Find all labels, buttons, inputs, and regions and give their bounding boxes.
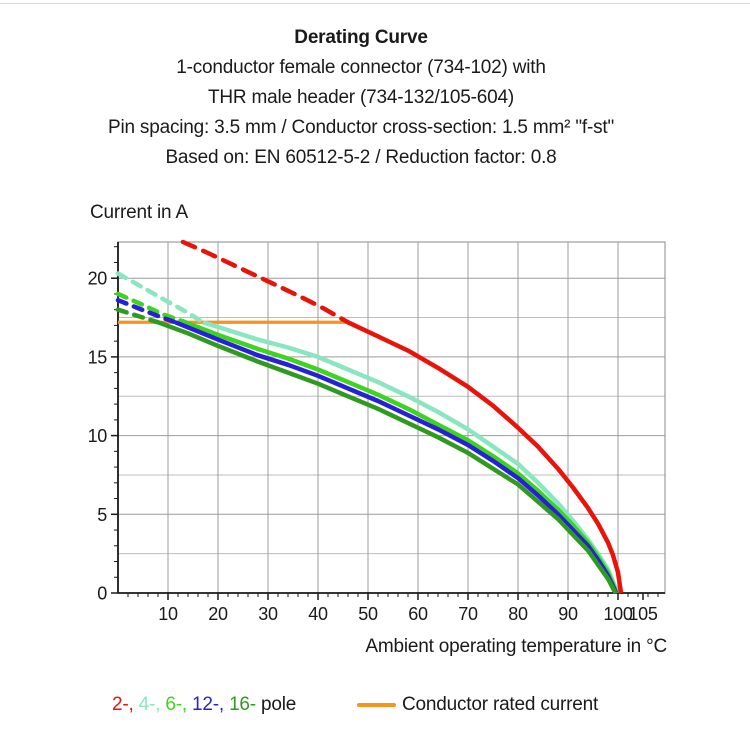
curve-16-pole xyxy=(115,307,618,595)
legend-pole-suffix: pole xyxy=(255,694,297,715)
chart-title: Derating Curve xyxy=(294,27,428,48)
y-axis-title: Current in A xyxy=(90,202,188,223)
y-tick-label: 15 xyxy=(88,347,108,367)
x-tick-label: 80 xyxy=(508,604,528,624)
legend-pole-16: 16- xyxy=(229,694,256,715)
y-tick-labels: 0 5 10 15 20 xyxy=(88,269,108,604)
rated-current-legend-label: Conductor rated current xyxy=(402,694,599,715)
x-tick-label: 20 xyxy=(208,604,228,624)
y-tick-label: 10 xyxy=(88,426,108,446)
chart-subtitle-line-2: THR male header (734-132/105-604) xyxy=(207,87,515,108)
y-tick-label: 0 xyxy=(97,584,107,604)
y-tick-label: 5 xyxy=(97,505,107,525)
legend-poles: 2-, 4-, 6-, 12-, 16- pole xyxy=(112,694,296,716)
axis-ticks xyxy=(111,246,659,600)
x-tick-label: 40 xyxy=(308,604,328,624)
curve-12-pole xyxy=(115,297,619,594)
legend-pole-6: 6-, xyxy=(165,694,187,715)
chart-subtitle-line-4: Based on: EN 60512-5-2 / Reduction facto… xyxy=(165,147,557,168)
rated-current-legend-line xyxy=(357,703,396,707)
legend-pole-4: 4-, xyxy=(138,694,161,715)
curve-6-pole xyxy=(115,291,619,594)
x-tick-label: 60 xyxy=(408,604,428,624)
x-tick-label: 10 xyxy=(158,604,178,624)
chart-subtitle-line-1: 1-conductor female connector (734-102) w… xyxy=(176,57,546,78)
x-tick-label: 105 xyxy=(628,604,657,624)
top-divider xyxy=(0,3,750,4)
x-tick-label: 30 xyxy=(258,604,278,624)
chart-subtitle-line-3: Pin spacing: 3.5 mm / Conductor cross-se… xyxy=(107,117,614,138)
x-tick-label: 50 xyxy=(358,604,378,624)
y-tick-label: 20 xyxy=(88,269,108,289)
x-tick-label: 70 xyxy=(458,604,478,624)
curve-2-pole xyxy=(180,239,624,594)
x-tick-label: 90 xyxy=(558,604,578,624)
legend-pole-12: 12-, xyxy=(192,694,224,715)
x-tick-label: 100 xyxy=(603,604,632,624)
legend-pole-2: 2-, xyxy=(112,694,134,715)
x-axis-title: Ambient operating temperature in °C xyxy=(365,636,667,657)
chart-header: Derating Curve 1-conductor female connec… xyxy=(0,23,722,173)
